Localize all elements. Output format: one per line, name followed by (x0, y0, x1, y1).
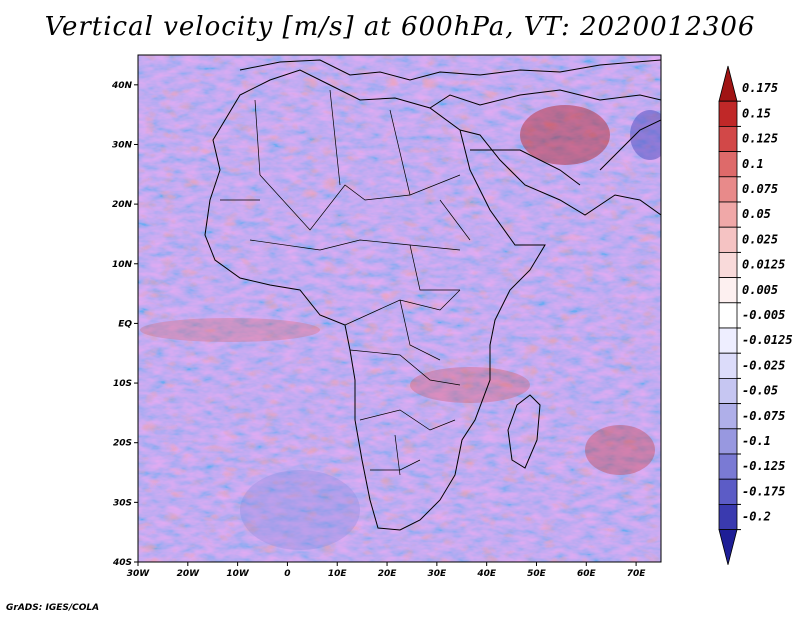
lon-tick-label: 30E (428, 569, 448, 579)
lon-axis: 30W 20W 10W 0 10E 20E 30E 40E 50E 60E 70E (127, 562, 647, 579)
colorbar-label: -0.175 (742, 484, 785, 498)
colorbar-segment (718, 176, 738, 203)
colorbar-label: -0.1 (742, 434, 771, 448)
colorbar-label: 0.15 (742, 106, 771, 120)
colorbar-label: 0.075 (742, 182, 778, 196)
colorbar-segment (718, 151, 738, 178)
colorbar-segment (718, 277, 738, 304)
colorbar-segment (718, 377, 738, 404)
lat-tick-label: 30S (113, 498, 132, 508)
lat-tick-label: 10S (113, 379, 132, 389)
colorbar-label: 0.05 (742, 207, 771, 221)
colorbar-label: 0.175 (742, 81, 778, 95)
lat-tick-label: 30N (112, 140, 133, 150)
colorbar-label: -0.125 (742, 459, 785, 473)
velocity-field (138, 55, 661, 562)
colorbar-segment (718, 403, 738, 430)
lon-tick-label: 10E (328, 569, 348, 579)
colorbar-label: 0.025 (742, 232, 778, 246)
colorbar-label: 0.1 (742, 157, 764, 171)
colorbar-label: 0.0125 (742, 258, 785, 272)
colorbar-segment (718, 126, 738, 153)
lat-tick-label: EQ (118, 319, 132, 329)
lat-tick-label: 20N (112, 200, 133, 210)
colorbar-segment (718, 65, 738, 102)
map-frame (137, 54, 662, 563)
colorbar-label: 0.125 (742, 132, 778, 146)
lat-tick-label: 40S (112, 558, 132, 568)
colorbar-segment (718, 478, 738, 505)
country-borders (220, 89, 471, 476)
colorbar-segment (718, 327, 738, 354)
colorbar-segment (718, 226, 738, 253)
lon-tick-label: 50E (527, 569, 547, 579)
colorbar-segment (718, 529, 738, 565)
lon-tick-label: 10W (226, 569, 250, 579)
lon-tick-label: 30W (127, 569, 151, 579)
colorbar-label: -0.05 (742, 384, 778, 398)
colorbar-segment (718, 453, 738, 480)
colorbar-label: -0.2 (742, 510, 771, 524)
lon-tick-label: 0 (284, 569, 290, 579)
colorbar: 0.175 0.15 0.125 0.1 0.075 0.05 0.025 0.0125 0.0… (718, 65, 793, 565)
lat-tick-label: 40N (111, 81, 133, 91)
lon-tick-label: 70E (627, 569, 647, 579)
lon-tick-label: 20E (378, 569, 398, 579)
colorbar-segment (718, 428, 738, 455)
colorbar-segment (718, 251, 738, 278)
colorbar-label: 0.005 (742, 283, 778, 297)
colorbar-label: -0.075 (742, 409, 785, 423)
colorbar-segment (718, 302, 738, 329)
lat-axis: 40N 30N 20N 10N EQ 10S 20S 30S 40S (111, 81, 138, 568)
colorbar-segment (718, 201, 738, 228)
lon-tick-label: 60E (577, 569, 597, 579)
lat-tick-label: 10N (112, 260, 133, 270)
colorbar-label: -0.0125 (742, 333, 793, 347)
colorbar-segment (718, 503, 738, 530)
colorbar-segment (718, 100, 738, 127)
lon-tick-label: 20W (177, 569, 201, 579)
grads-credit: GrADS: IGES/COLA (6, 603, 100, 613)
lat-tick-label: 20S (113, 439, 132, 449)
lon-tick-label: 40E (476, 569, 497, 579)
chart-title: Vertical velocity [m/s] at 600hPa, VT: 2… (44, 12, 756, 42)
colorbar-label: -0.005 (742, 308, 785, 322)
colorbar-segment (718, 352, 738, 379)
colorbar-label: -0.025 (742, 358, 785, 372)
coastlines (204, 59, 661, 531)
